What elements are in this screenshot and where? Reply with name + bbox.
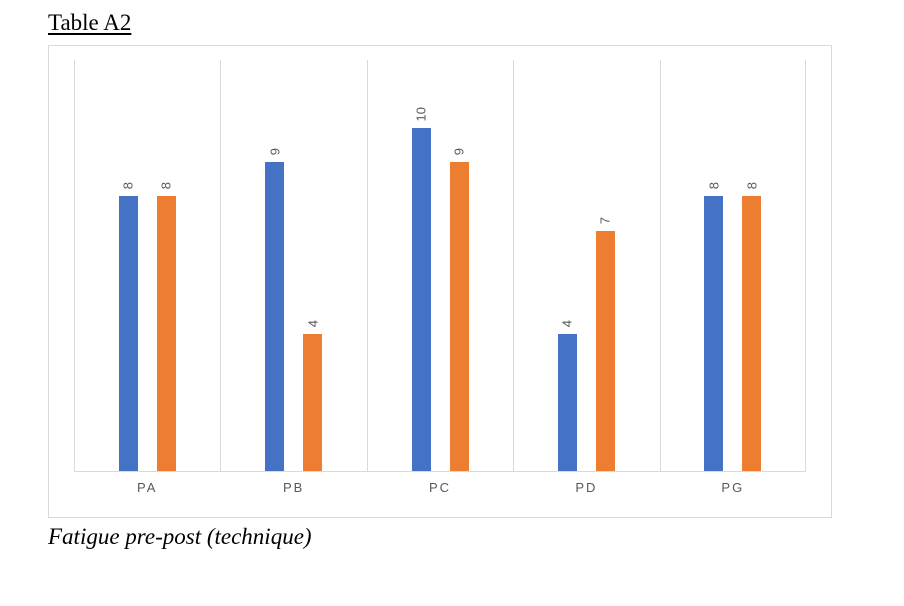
category-label-pg: PG — [721, 480, 745, 495]
bar-series-2-pa — [157, 196, 176, 471]
bar-series-2-pc — [450, 162, 469, 471]
data-label: 9 — [267, 147, 283, 155]
category-label-pc: PC — [428, 480, 452, 495]
bar-series-1-pd — [558, 334, 577, 471]
bar-series-1-pb — [265, 162, 284, 471]
gridline — [805, 60, 806, 472]
gridline — [220, 60, 221, 472]
page-title: Table A2 — [48, 10, 132, 35]
bar-series-2-pb — [303, 334, 322, 471]
bar-series-1-pg — [704, 196, 723, 471]
bar-series-1-pc — [412, 128, 431, 471]
bar-series-2-pg — [742, 196, 761, 471]
gridline — [513, 60, 514, 472]
data-label: 4 — [305, 319, 321, 327]
bar-series-2-pd — [596, 231, 615, 471]
gridline — [660, 60, 661, 472]
data-label: 9 — [451, 147, 467, 155]
category-label-pa: PA — [137, 480, 158, 495]
data-label: 7 — [597, 216, 613, 224]
category-axis: PA PB PC PD PG — [74, 480, 806, 498]
data-label: 8 — [744, 181, 760, 189]
data-label: 8 — [120, 181, 136, 189]
x-axis-line — [74, 471, 806, 472]
gridline — [74, 60, 75, 472]
data-label: 4 — [559, 319, 575, 327]
figure-caption: Fatigue pre-post (technique) — [48, 524, 312, 549]
plot-area: 8 8 9 4 10 9 4 7 8 8 — [74, 60, 806, 472]
category-label-pd: PD — [575, 480, 598, 495]
bar-series-1-pa — [119, 196, 138, 471]
data-label: 8 — [706, 181, 722, 189]
category-label-pb: PB — [282, 480, 305, 495]
chart-area: 8 8 9 4 10 9 4 7 8 8 PA PB PC PD PG — [48, 45, 832, 518]
data-label: 10 — [413, 106, 429, 121]
gridline — [367, 60, 368, 472]
data-label: 8 — [158, 181, 174, 189]
